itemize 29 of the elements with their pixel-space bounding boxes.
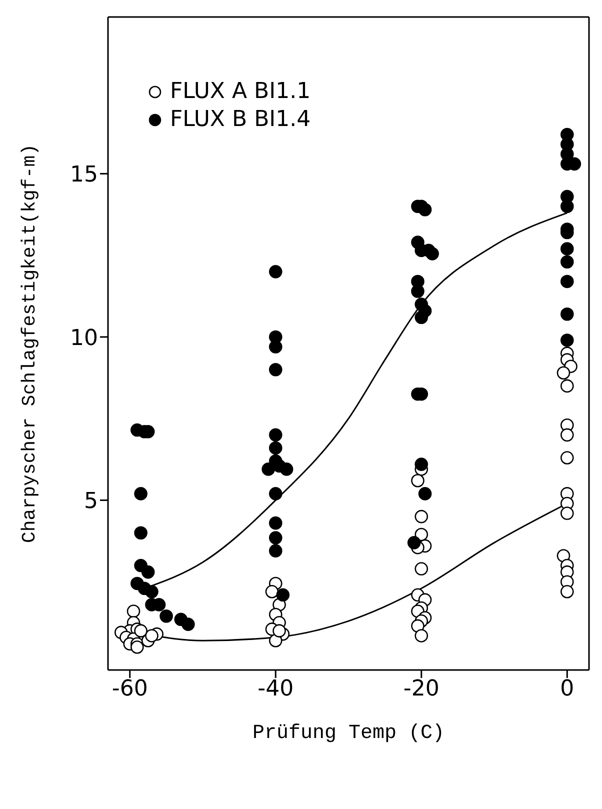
point bbox=[556, 549, 570, 562]
point bbox=[414, 562, 428, 576]
point bbox=[556, 366, 570, 380]
x-tick-label: -40 bbox=[258, 676, 294, 702]
point bbox=[560, 506, 574, 520]
point bbox=[145, 629, 158, 642]
point bbox=[560, 428, 574, 442]
point bbox=[265, 584, 279, 598]
point bbox=[126, 604, 140, 618]
x-tick-label: -60 bbox=[112, 676, 148, 702]
point bbox=[560, 451, 574, 464]
x-tick-label: 0 bbox=[560, 676, 574, 702]
legend-label: FLUX A BI1.1 bbox=[170, 78, 311, 106]
y-axis-title: Charpyscher Schlagfestigkeit(kgf-m) bbox=[18, 144, 41, 544]
y-tick-label: 5 bbox=[84, 489, 98, 514]
y-tick-label: 10 bbox=[70, 326, 98, 351]
point bbox=[560, 379, 574, 393]
legend-label: FLUX B BI1.4 bbox=[170, 106, 311, 134]
x-axis-title: Prüfung Temp (C) bbox=[252, 722, 445, 745]
point bbox=[414, 510, 428, 524]
y-tick-label: 15 bbox=[70, 162, 98, 188]
point bbox=[272, 624, 286, 638]
point bbox=[130, 640, 144, 654]
x-tick-label: -20 bbox=[403, 676, 440, 702]
point bbox=[414, 629, 428, 642]
point bbox=[134, 624, 148, 638]
point bbox=[411, 619, 424, 633]
point bbox=[411, 474, 424, 488]
point bbox=[560, 584, 574, 598]
